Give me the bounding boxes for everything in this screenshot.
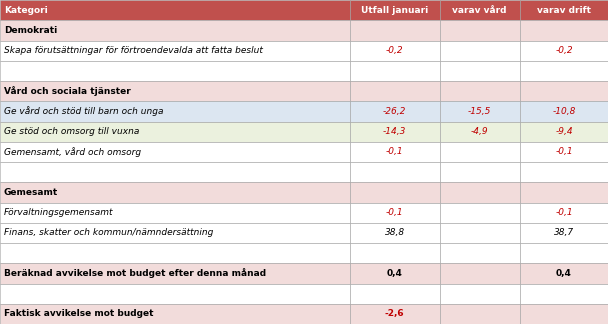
Bar: [350, 202, 440, 223]
Bar: [520, 284, 608, 304]
Text: Förvaltningsgemensamt: Förvaltningsgemensamt: [4, 208, 114, 217]
Text: -15,5: -15,5: [468, 107, 491, 116]
Bar: [440, 20, 520, 40]
Bar: [440, 0, 520, 20]
Text: Faktisk avvikelse mot budget: Faktisk avvikelse mot budget: [4, 309, 153, 318]
Text: -0,1: -0,1: [386, 208, 403, 217]
Bar: [350, 304, 440, 324]
Bar: [440, 162, 520, 182]
Bar: [0, 202, 350, 223]
Text: -0,1: -0,1: [555, 147, 573, 156]
Bar: [520, 122, 608, 142]
Bar: [350, 61, 440, 81]
Bar: [0, 0, 350, 20]
Bar: [350, 243, 440, 263]
Bar: [0, 122, 350, 142]
Bar: [350, 182, 440, 202]
Text: varav vård: varav vård: [452, 6, 507, 15]
Text: Ge stöd och omsorg till vuxna: Ge stöd och omsorg till vuxna: [4, 127, 139, 136]
Bar: [0, 284, 350, 304]
Bar: [520, 304, 608, 324]
Bar: [350, 122, 440, 142]
Text: -4,9: -4,9: [471, 127, 488, 136]
Bar: [350, 223, 440, 243]
Bar: [520, 182, 608, 202]
Bar: [0, 81, 350, 101]
Bar: [520, 0, 608, 20]
Text: 0,4: 0,4: [556, 269, 572, 278]
Text: Finans, skatter och kommun/nämndersättning: Finans, skatter och kommun/nämndersättni…: [4, 228, 213, 237]
Text: Beräknad avvikelse mot budget efter denna månad: Beräknad avvikelse mot budget efter denn…: [4, 268, 266, 278]
Text: -0,1: -0,1: [555, 208, 573, 217]
Bar: [520, 101, 608, 122]
Text: 38,7: 38,7: [554, 228, 574, 237]
Bar: [520, 202, 608, 223]
Bar: [520, 223, 608, 243]
Text: -0,2: -0,2: [555, 46, 573, 55]
Bar: [520, 263, 608, 284]
Bar: [520, 142, 608, 162]
Bar: [440, 61, 520, 81]
Bar: [350, 162, 440, 182]
Bar: [440, 304, 520, 324]
Text: -0,1: -0,1: [386, 147, 403, 156]
Bar: [440, 101, 520, 122]
Bar: [0, 243, 350, 263]
Bar: [0, 182, 350, 202]
Text: -0,2: -0,2: [386, 46, 403, 55]
Bar: [0, 101, 350, 122]
Bar: [520, 20, 608, 40]
Bar: [350, 284, 440, 304]
Bar: [440, 284, 520, 304]
Bar: [520, 81, 608, 101]
Bar: [350, 0, 440, 20]
Text: -2,6: -2,6: [385, 309, 404, 318]
Text: Gemensamt, vård och omsorg: Gemensamt, vård och omsorg: [4, 147, 141, 157]
Bar: [350, 142, 440, 162]
Bar: [440, 81, 520, 101]
Bar: [350, 263, 440, 284]
Bar: [350, 101, 440, 122]
Text: Gemesamt: Gemesamt: [4, 188, 58, 197]
Bar: [520, 61, 608, 81]
Bar: [440, 243, 520, 263]
Text: Kategori: Kategori: [4, 6, 48, 15]
Bar: [0, 162, 350, 182]
Bar: [440, 142, 520, 162]
Bar: [0, 304, 350, 324]
Bar: [0, 61, 350, 81]
Text: Ge vård och stöd till barn och unga: Ge vård och stöd till barn och unga: [4, 107, 164, 116]
Bar: [520, 40, 608, 61]
Bar: [350, 81, 440, 101]
Bar: [520, 162, 608, 182]
Bar: [350, 40, 440, 61]
Text: Vård och sociala tjänster: Vård och sociala tjänster: [4, 86, 131, 96]
Text: varav drift: varav drift: [537, 6, 591, 15]
Bar: [0, 223, 350, 243]
Text: -14,3: -14,3: [383, 127, 406, 136]
Text: 0,4: 0,4: [387, 269, 402, 278]
Bar: [440, 202, 520, 223]
Bar: [440, 40, 520, 61]
Text: 38,8: 38,8: [384, 228, 405, 237]
Text: Skapa förutsättningar för förtroendevalda att fatta beslut: Skapa förutsättningar för förtroendevald…: [4, 46, 263, 55]
Bar: [440, 223, 520, 243]
Bar: [0, 142, 350, 162]
Bar: [440, 182, 520, 202]
Bar: [520, 243, 608, 263]
Bar: [0, 40, 350, 61]
Text: Demokrati: Demokrati: [4, 26, 57, 35]
Text: Utfall januari: Utfall januari: [361, 6, 428, 15]
Text: -9,4: -9,4: [555, 127, 573, 136]
Text: -10,8: -10,8: [552, 107, 576, 116]
Text: -26,2: -26,2: [383, 107, 406, 116]
Bar: [0, 263, 350, 284]
Bar: [440, 122, 520, 142]
Bar: [440, 263, 520, 284]
Bar: [350, 20, 440, 40]
Bar: [0, 20, 350, 40]
